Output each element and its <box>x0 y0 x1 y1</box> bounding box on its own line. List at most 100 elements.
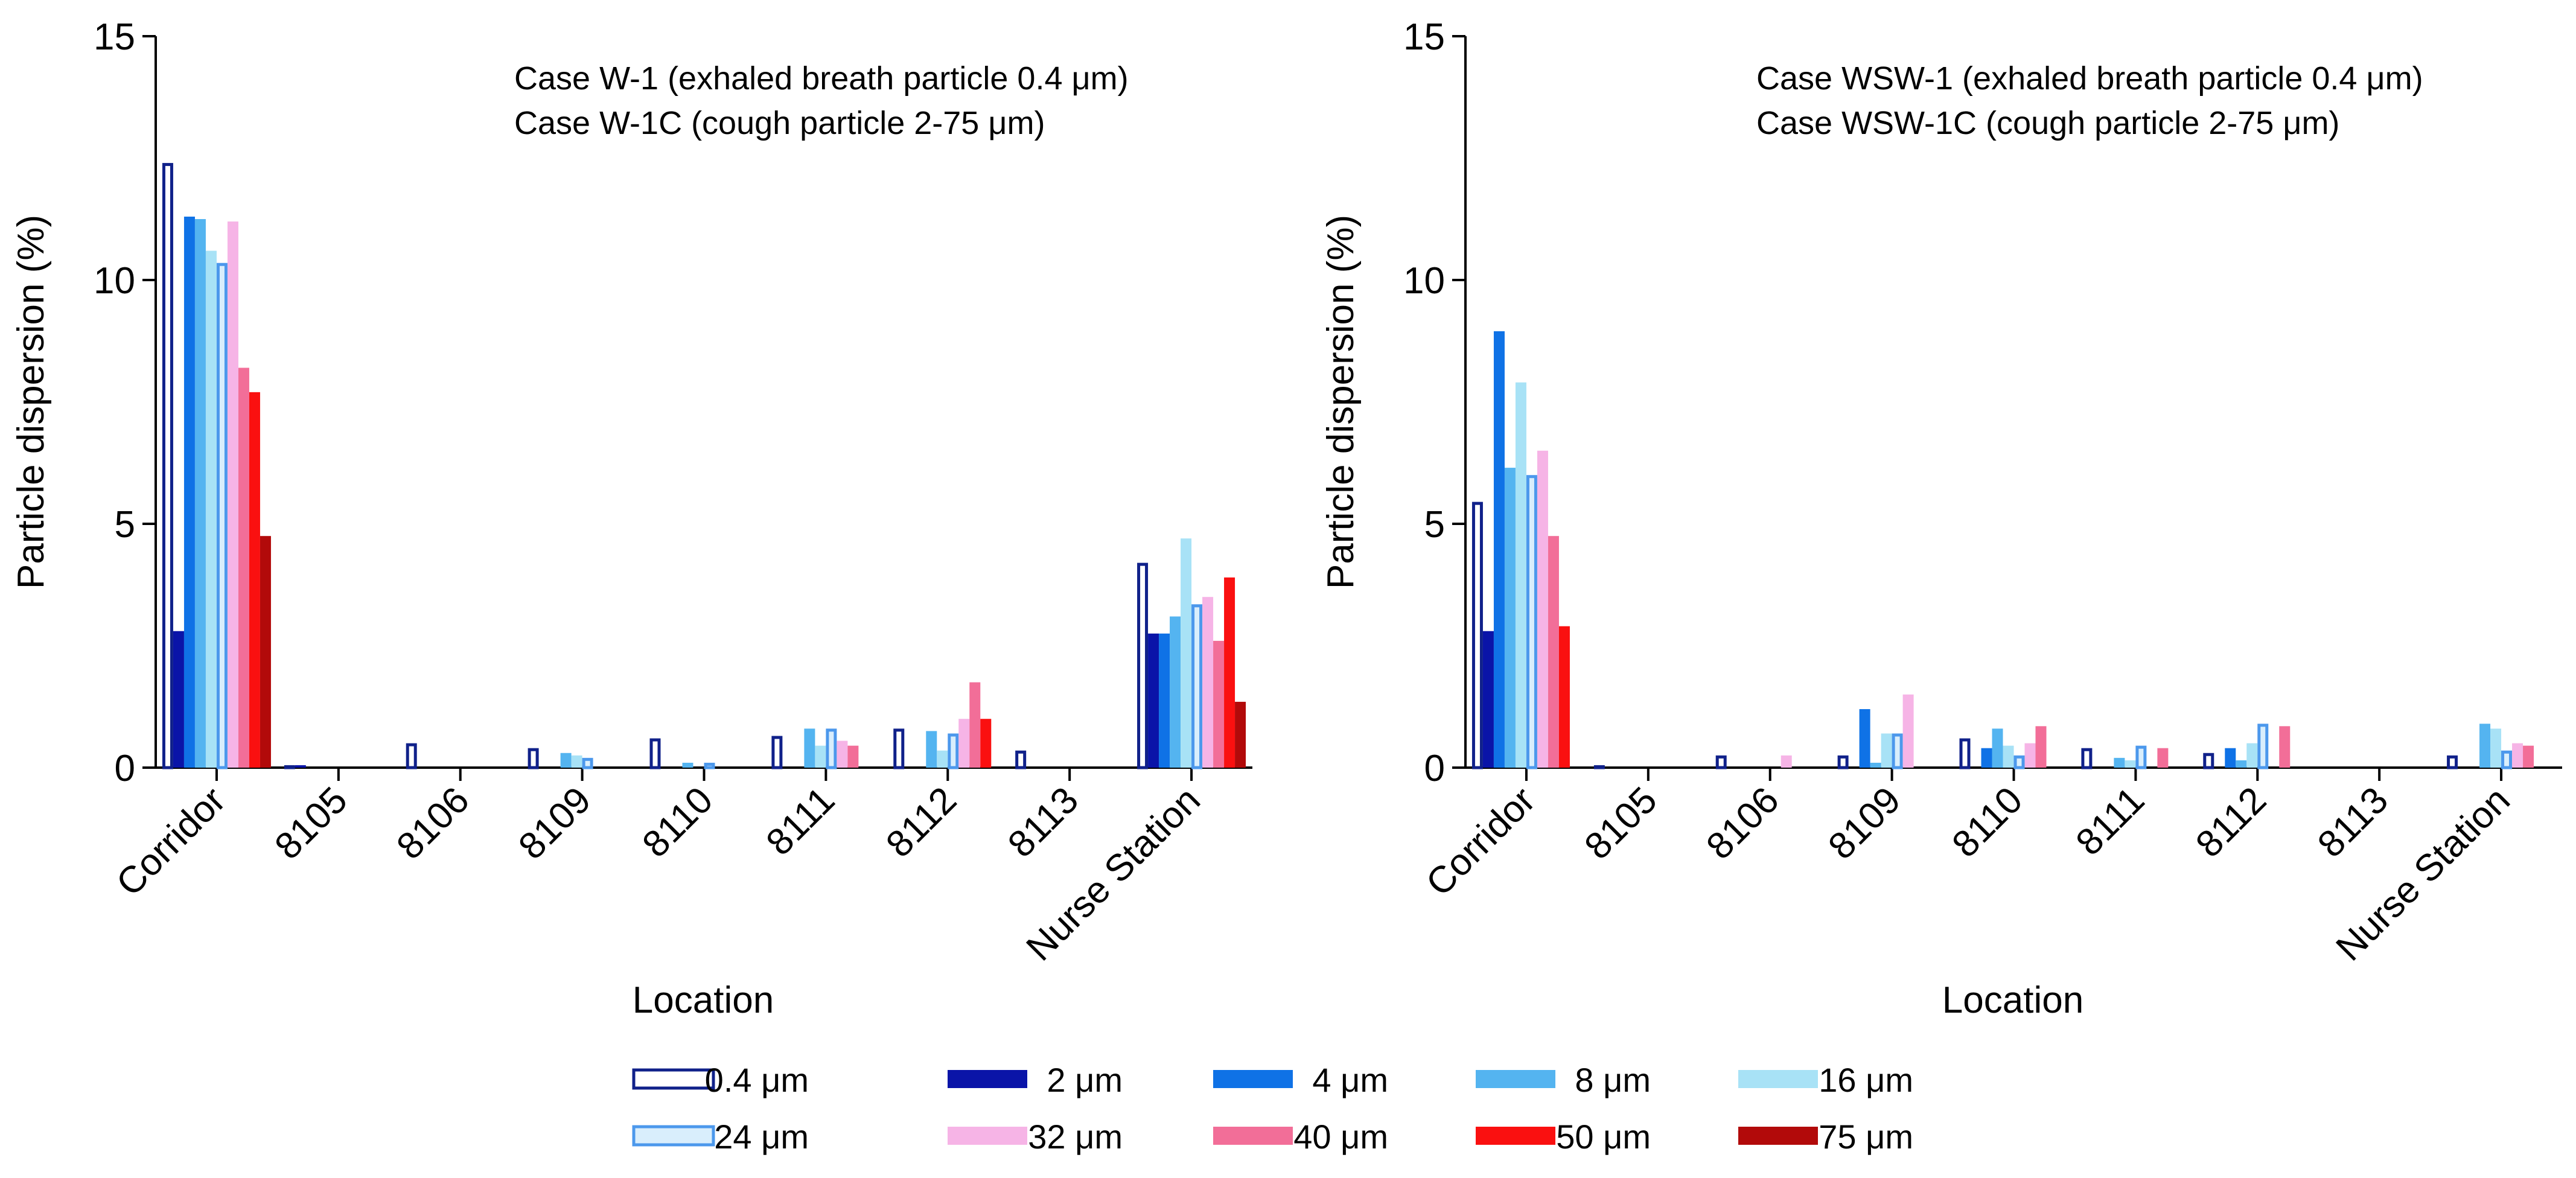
bar-right-4-0 <box>1959 738 1971 769</box>
bar-left-3-5 <box>582 757 593 769</box>
bar-left-6-0 <box>893 728 905 769</box>
bar-left-0-8 <box>249 392 260 768</box>
bar-left-7-0 <box>1015 750 1027 769</box>
legend: 0.4 μm 2 μm 4 μm 8 μm 16 μm 24 μm 32 μm 40 μm 50… <box>632 1061 1913 1156</box>
bar-left-8-7 <box>1213 640 1225 768</box>
bar-right-3-2 <box>1859 709 1870 768</box>
bar-right-0-3 <box>1504 468 1516 768</box>
bar-left-8-4 <box>1181 538 1192 768</box>
y-tick-label: 10 <box>1403 260 1445 302</box>
bar-left-0-6 <box>227 221 238 768</box>
legend-swatch <box>1476 1070 1555 1088</box>
legend-label: 2 μm <box>1047 1061 1123 1099</box>
x-tick-label: 8111 <box>2068 779 2152 864</box>
legend-swatch <box>632 1125 715 1147</box>
x-tick-label: 8112 <box>878 779 964 865</box>
bar-left-6-7 <box>969 682 981 768</box>
bar-right-6-3 <box>2236 760 2247 768</box>
legend-label: 8 μm <box>1575 1061 1651 1099</box>
annotation-line-1: Case W-1 (exhaled breath particle 0.4 μm… <box>514 60 1129 97</box>
bar-right-6-5 <box>2257 724 2269 769</box>
bar-left-2-0 <box>406 743 417 769</box>
x-tick-label: 8105 <box>267 779 355 867</box>
x-tick-label: 8109 <box>1820 779 1908 867</box>
bar-right-5-3 <box>2114 757 2125 768</box>
y-axis-title: Particle dispersion (%) <box>10 215 52 589</box>
bar-right-5-0 <box>2081 748 2093 769</box>
legend-swatch <box>1213 1127 1293 1145</box>
y-tick-label: 5 <box>115 504 135 546</box>
legend-swatch <box>1738 1070 1818 1088</box>
legend-label: 32 μm <box>1028 1118 1123 1156</box>
bar-left-5-4 <box>815 745 826 768</box>
bar-left-6-5 <box>948 733 959 769</box>
bar-left-1-1 <box>295 765 306 768</box>
bar-left-8-8 <box>1224 577 1235 768</box>
bar-left-8-2 <box>1159 633 1170 768</box>
bar-left-8-5 <box>1191 604 1203 769</box>
bar-left-3-3 <box>560 753 572 768</box>
bar-left-5-3 <box>804 728 815 768</box>
bar-left-0-9 <box>260 536 271 768</box>
bar-right-6-0 <box>2203 753 2214 769</box>
x-tick-label: 8106 <box>1698 779 1787 867</box>
bar-right-4-5 <box>2013 755 2025 769</box>
bar-left-0-3 <box>194 219 206 768</box>
bar-right-0-5 <box>1526 475 1537 769</box>
bar-right-8-4 <box>2490 728 2502 768</box>
bar-right-4-3 <box>1992 728 2003 768</box>
bar-left-0-0 <box>162 163 173 769</box>
bar-left-6-8 <box>980 719 992 768</box>
bar-right-3-4 <box>1881 733 1892 768</box>
bar-left-6-6 <box>958 719 970 768</box>
bar-left-8-6 <box>1202 597 1214 768</box>
bar-left-4-3 <box>682 762 693 768</box>
bar-right-3-3 <box>1870 762 1881 768</box>
legend-label: 24 μm <box>714 1118 809 1156</box>
bar-left-8-9 <box>1235 701 1246 768</box>
x-tick-label: 8112 <box>2188 779 2274 865</box>
bar-left-0-5 <box>216 263 228 769</box>
bar-left-8-0 <box>1137 562 1149 769</box>
bar-right-4-6 <box>2024 743 2036 768</box>
bar-left-0-7 <box>238 368 249 768</box>
bar-right-6-2 <box>2225 748 2236 768</box>
x-tick-label: 8109 <box>511 779 599 867</box>
legend-label: 16 μm <box>1819 1061 1913 1099</box>
bar-right-0-4 <box>1515 382 1526 768</box>
bar-left-5-5 <box>826 728 837 769</box>
annotation-line-1: Case WSW-1 (exhaled breath particle 0.4 … <box>1756 60 2423 97</box>
legend-swatch <box>1213 1070 1293 1088</box>
legend-label: 50 μm <box>1556 1118 1651 1156</box>
x-tick-label: Corridor <box>109 779 234 904</box>
x-axis-title: Location <box>633 979 774 1021</box>
bar-right-3-0 <box>1837 755 1849 769</box>
bar-right-4-7 <box>2035 726 2047 768</box>
x-tick-label: 8113 <box>1000 779 1086 865</box>
bar-left-3-4 <box>571 755 582 768</box>
bar-right-5-7 <box>2157 748 2169 768</box>
bar-right-0-0 <box>1471 501 1483 769</box>
bar-right-6-4 <box>2246 743 2258 768</box>
bar-left-0-1 <box>173 631 184 768</box>
bar-left-1-0 <box>284 765 295 769</box>
annotation-line-2: Case WSW-1C (cough particle 2-75 μm) <box>1756 105 2339 141</box>
bar-right-8-0 <box>2447 755 2458 769</box>
x-tick-label: 8106 <box>389 779 477 867</box>
bar-left-8-1 <box>1148 633 1159 768</box>
bar-right-5-4 <box>2125 760 2136 768</box>
chart-panel-left: 0 5 10 15 Particle dispersion (%) Corridor 810… <box>10 16 1252 1021</box>
bar-right-4-4 <box>2003 745 2014 768</box>
bar-right-5-5 <box>2135 745 2147 769</box>
x-tick-label: 8110 <box>1944 779 2030 865</box>
legend-label: 40 μm <box>1293 1118 1388 1156</box>
bar-left-4-0 <box>649 738 661 769</box>
bar-right-0-1 <box>1482 631 1494 768</box>
x-axis-title: Location <box>1942 979 2083 1021</box>
bar-right-0-8 <box>1558 626 1570 768</box>
annotation-line-2: Case W-1C (cough particle 2-75 μm) <box>514 105 1045 141</box>
bar-left-3-0 <box>528 748 539 769</box>
legend-label: 0.4 μm <box>705 1061 809 1099</box>
bar-right-3-6 <box>1902 694 1914 768</box>
